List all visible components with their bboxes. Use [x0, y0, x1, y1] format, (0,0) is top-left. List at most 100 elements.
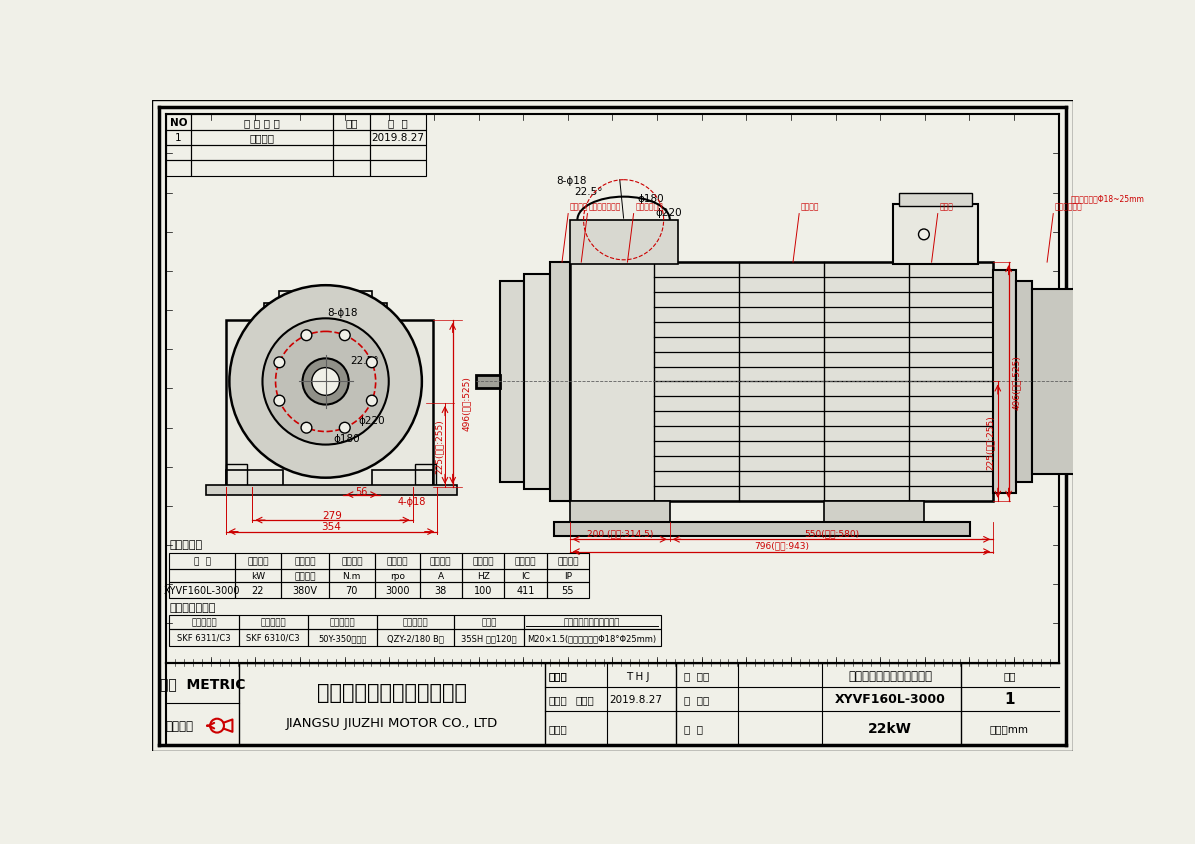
Text: HZ: HZ: [477, 571, 490, 581]
Text: 型  号：: 型 号：: [684, 694, 709, 704]
Text: 永磁体: 永磁体: [482, 618, 497, 627]
Bar: [375, 569, 419, 582]
Text: 38: 38: [435, 586, 447, 595]
Text: 380V: 380V: [293, 586, 318, 595]
Bar: [281, 569, 329, 582]
Bar: [226, 464, 247, 486]
Bar: [546, 582, 589, 598]
Bar: [226, 321, 434, 490]
Text: 8-ϕ18: 8-ϕ18: [556, 176, 587, 186]
Text: QZY-2/180 B级: QZY-2/180 B级: [387, 633, 445, 642]
Text: 3000: 3000: [385, 586, 410, 595]
Text: 核准：: 核准：: [549, 671, 568, 681]
Bar: [372, 470, 434, 487]
Text: ϕ180: ϕ180: [333, 434, 361, 444]
Bar: [333, 161, 370, 176]
Bar: [378, 630, 454, 646]
Bar: [170, 582, 234, 598]
Bar: [170, 630, 239, 646]
Text: kW: kW: [251, 571, 265, 581]
Bar: [570, 262, 993, 501]
Bar: [234, 582, 281, 598]
Circle shape: [367, 396, 378, 407]
Text: 200 (原尺:314.5): 200 (原尺:314.5): [587, 528, 652, 538]
Bar: [370, 131, 425, 146]
Bar: [234, 569, 281, 582]
Text: 冷却方式: 冷却方式: [515, 557, 537, 565]
Bar: [1031, 289, 1101, 474]
Text: 日  期: 日 期: [388, 118, 407, 127]
Text: 三相交流: 三相交流: [294, 571, 315, 581]
Text: 8-ϕ18: 8-ϕ18: [327, 308, 357, 318]
Text: ϕ220: ϕ220: [358, 415, 385, 425]
Text: 35SH 磁温120度: 35SH 磁温120度: [461, 633, 516, 642]
Circle shape: [367, 358, 378, 368]
Bar: [893, 205, 978, 265]
Text: XYVF160L-3000: XYVF160L-3000: [164, 586, 240, 595]
Bar: [170, 569, 234, 582]
Bar: [191, 131, 333, 146]
Text: 额定转矩: 额定转矩: [341, 557, 362, 565]
Bar: [1097, 336, 1124, 428]
Bar: [166, 115, 191, 131]
Bar: [370, 161, 425, 176]
Text: 水泵端端面轴平: 水泵端端面轴平: [589, 203, 621, 211]
Text: 防护等级: 防护等级: [557, 557, 578, 565]
Bar: [419, 582, 462, 598]
Bar: [329, 569, 375, 582]
Text: N.m: N.m: [343, 571, 361, 581]
Circle shape: [274, 358, 284, 368]
Bar: [523, 630, 661, 646]
Text: 411: 411: [516, 586, 534, 595]
Circle shape: [302, 359, 349, 405]
Text: IP: IP: [564, 571, 571, 581]
Text: 1: 1: [176, 133, 182, 143]
Text: XYVF160L-3000: XYVF160L-3000: [834, 692, 945, 706]
Bar: [551, 262, 570, 501]
Text: 型  号: 型 号: [194, 557, 210, 565]
Bar: [239, 630, 308, 646]
Bar: [329, 582, 375, 598]
Text: 550(原尺:580): 550(原尺:580): [804, 528, 859, 538]
Text: ϕ220: ϕ220: [655, 208, 681, 218]
Text: 2019.8.27: 2019.8.27: [372, 133, 424, 143]
Bar: [523, 274, 551, 490]
Text: 第三角法: 第三角法: [165, 719, 194, 733]
Bar: [504, 569, 546, 582]
Bar: [280, 292, 372, 305]
Text: 额定频率: 额定频率: [472, 557, 494, 565]
Text: 22.5°: 22.5°: [350, 355, 379, 365]
Bar: [166, 161, 191, 176]
Bar: [166, 146, 191, 161]
Text: ϕ180: ϕ180: [637, 194, 664, 204]
Text: 额定电压: 额定电压: [294, 557, 315, 565]
Text: 4-ϕ18: 4-ϕ18: [397, 496, 425, 506]
Text: 电机定位端盖: 电机定位端盖: [636, 203, 663, 211]
Circle shape: [263, 319, 388, 445]
Text: 水泵法兰: 水泵法兰: [570, 203, 588, 211]
Text: 主要结构零件：: 主要结构零件：: [170, 603, 215, 613]
Text: 电机本体: 电机本体: [801, 203, 820, 211]
Bar: [370, 146, 425, 161]
Text: 新图发行: 新图发行: [250, 133, 275, 143]
Text: 项 目 说 明: 项 目 说 明: [244, 118, 280, 127]
Bar: [546, 569, 589, 582]
Text: SKF 6310/C3: SKF 6310/C3: [246, 633, 300, 642]
Bar: [1016, 282, 1031, 482]
Text: 接组和导线: 接组和导线: [403, 618, 429, 627]
Bar: [281, 554, 329, 569]
Text: 风叶端轴承: 风叶端轴承: [261, 618, 286, 627]
Bar: [375, 582, 419, 598]
Text: 55: 55: [562, 586, 574, 595]
Text: 70: 70: [345, 586, 358, 595]
Text: M20×1.5(适合电缆外径Φ18°Φ25mm): M20×1.5(适合电缆外径Φ18°Φ25mm): [527, 633, 656, 642]
Text: 496(原尺:525): 496(原尺:525): [1012, 354, 1021, 409]
Bar: [462, 554, 504, 569]
Text: 日期：: 日期：: [576, 694, 595, 704]
Bar: [234, 554, 281, 569]
Text: T H J: T H J: [626, 671, 649, 681]
Circle shape: [339, 331, 350, 341]
Bar: [308, 615, 378, 630]
Text: 单位：mm: 单位：mm: [989, 723, 1029, 733]
Text: 22: 22: [252, 586, 264, 595]
